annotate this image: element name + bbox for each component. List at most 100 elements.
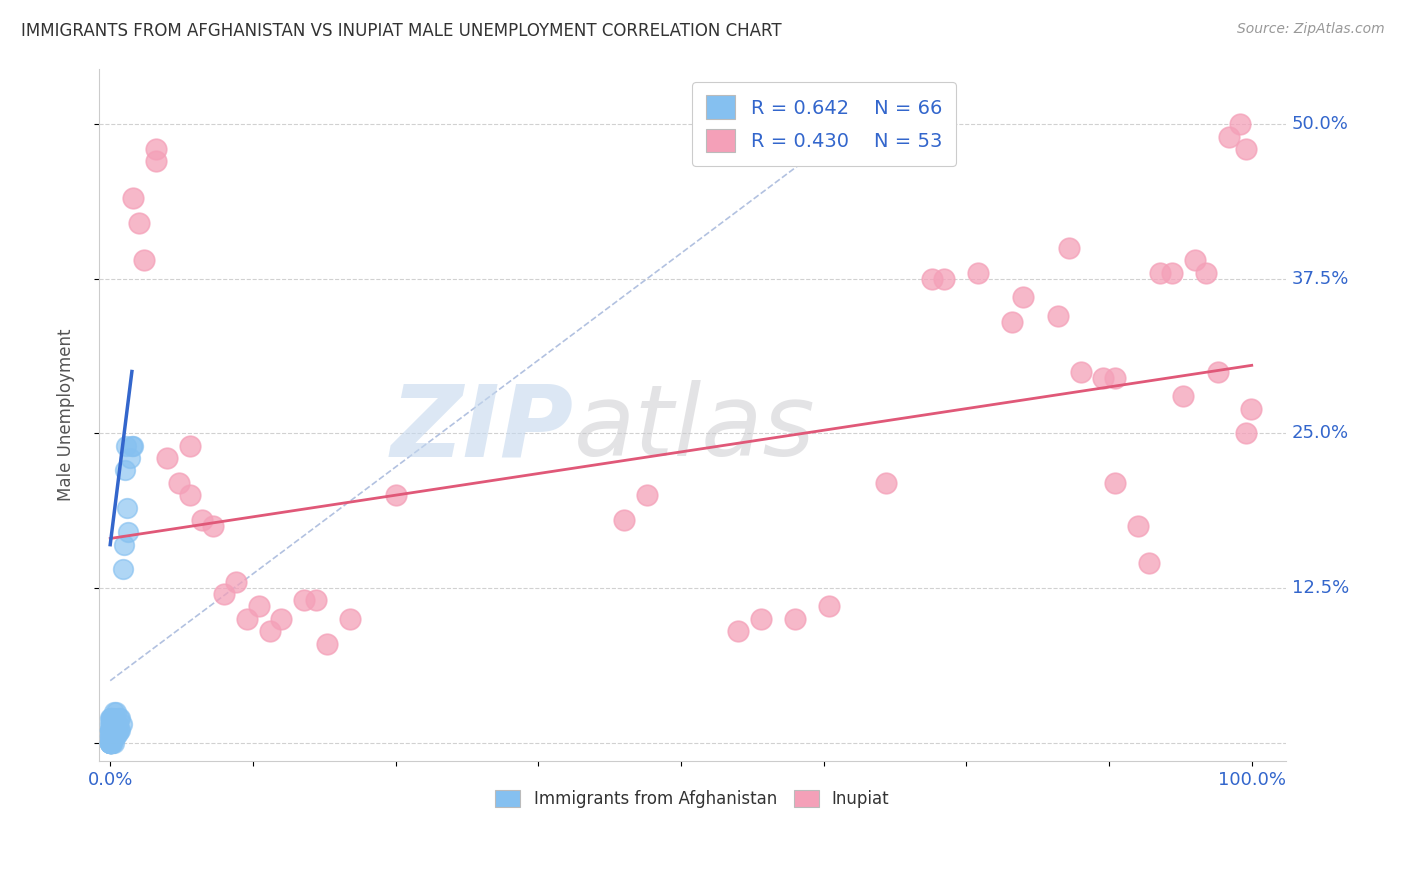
Point <box>100 735 122 749</box>
Point <box>875 475 897 490</box>
Point <box>98 735 121 749</box>
Point <box>1206 364 1229 378</box>
Point <box>100 735 122 749</box>
Point <box>179 439 201 453</box>
Point <box>1234 426 1257 441</box>
Point <box>101 735 124 749</box>
Point <box>1104 475 1126 490</box>
Point <box>103 723 125 738</box>
Point <box>98 735 121 749</box>
Point <box>112 538 135 552</box>
Point <box>100 735 122 749</box>
Text: 37.5%: 37.5% <box>1292 269 1350 288</box>
Y-axis label: Male Unemployment: Male Unemployment <box>58 328 75 501</box>
Point <box>100 729 122 743</box>
Point <box>107 717 129 731</box>
Point <box>105 723 128 738</box>
Point <box>1092 370 1115 384</box>
Text: 12.5%: 12.5% <box>1292 579 1350 597</box>
Point <box>105 717 128 731</box>
Point <box>101 729 124 743</box>
Point <box>100 723 122 738</box>
Point <box>1104 370 1126 384</box>
Point <box>103 729 125 743</box>
Point <box>749 612 772 626</box>
Point <box>201 519 224 533</box>
Point <box>98 711 121 725</box>
Point <box>100 723 122 738</box>
Point <box>98 723 121 738</box>
Point <box>236 612 259 626</box>
Point <box>100 735 122 749</box>
Text: atlas: atlas <box>574 380 815 477</box>
Point <box>1001 315 1024 329</box>
Point <box>104 729 127 743</box>
Point <box>1012 290 1035 304</box>
Point <box>101 725 124 739</box>
Point <box>1160 266 1182 280</box>
Point <box>100 711 122 725</box>
Point <box>101 717 124 731</box>
Point <box>1126 519 1149 533</box>
Point <box>1218 129 1240 144</box>
Point <box>110 723 132 738</box>
Point <box>785 612 807 626</box>
Point <box>118 451 141 466</box>
Point <box>121 439 143 453</box>
Text: ZIP: ZIP <box>391 380 574 477</box>
Point <box>1137 556 1160 570</box>
Point <box>104 705 127 719</box>
Point <box>636 488 658 502</box>
Point <box>98 735 121 749</box>
Point <box>98 729 121 743</box>
Point <box>727 624 749 639</box>
Point <box>100 711 122 725</box>
Point <box>613 513 636 527</box>
Point <box>100 735 122 749</box>
Point <box>292 593 315 607</box>
Point <box>339 612 361 626</box>
Point <box>1149 266 1171 280</box>
Point <box>98 729 121 743</box>
Point <box>117 500 139 515</box>
Point <box>115 439 138 453</box>
Point <box>103 717 125 731</box>
Point <box>98 735 121 749</box>
Point <box>259 624 281 639</box>
Point <box>1234 142 1257 156</box>
Point <box>100 729 122 743</box>
Point <box>1070 364 1092 378</box>
Point <box>134 253 156 268</box>
Point <box>225 574 247 589</box>
Point <box>98 717 121 731</box>
Point <box>122 439 145 453</box>
Point <box>101 735 124 749</box>
Point <box>103 705 125 719</box>
Point <box>145 154 167 169</box>
Text: 25.0%: 25.0% <box>1292 425 1350 442</box>
Text: Source: ZipAtlas.com: Source: ZipAtlas.com <box>1237 22 1385 37</box>
Point <box>104 723 127 738</box>
Point <box>100 735 122 749</box>
Point <box>98 723 121 738</box>
Point <box>1195 266 1218 280</box>
Point <box>98 735 121 749</box>
Point <box>103 735 125 749</box>
Point <box>384 488 406 502</box>
Point <box>1057 241 1080 255</box>
Point <box>108 711 131 725</box>
Point <box>190 513 212 527</box>
Point <box>107 725 129 739</box>
Point <box>103 711 125 725</box>
Point <box>117 525 139 540</box>
Point <box>214 587 236 601</box>
Point <box>100 717 122 731</box>
Text: 50.0%: 50.0% <box>1292 115 1348 133</box>
Point <box>114 463 136 477</box>
Point <box>100 729 122 743</box>
Legend: Immigrants from Afghanistan, Inupiat: Immigrants from Afghanistan, Inupiat <box>489 783 896 815</box>
Point <box>1229 117 1251 131</box>
Point <box>818 599 841 614</box>
Point <box>1046 309 1069 323</box>
Point <box>305 593 328 607</box>
